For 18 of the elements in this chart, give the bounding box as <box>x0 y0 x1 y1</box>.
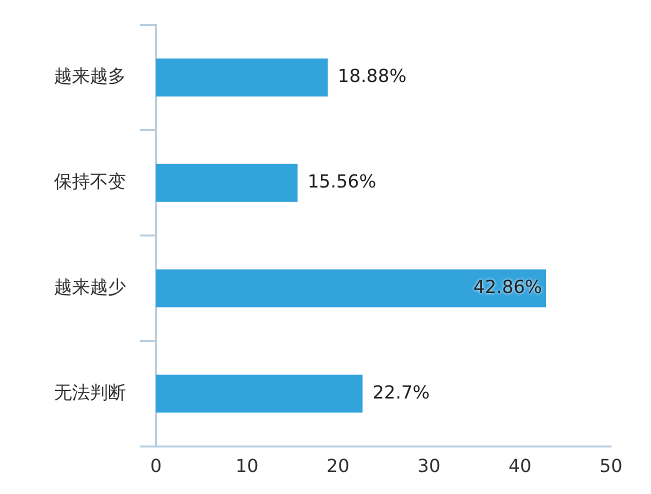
y-tick-label: 保持不变 <box>54 172 126 193</box>
x-tick-label: 50 <box>600 456 622 477</box>
bar <box>156 58 328 96</box>
x-tick-label: 40 <box>508 456 532 477</box>
y-tick-label: 越来越少 <box>54 276 126 298</box>
x-tick-label: 0 <box>150 456 162 477</box>
data-label: 22.7% <box>372 382 430 404</box>
x-tick-label: 20 <box>326 456 350 477</box>
y-tick-label: 无法判断 <box>54 382 126 404</box>
y-tick-label: 越来越多 <box>54 66 126 88</box>
x-tick-label: 10 <box>236 456 258 477</box>
data-label: 18.88% <box>338 66 406 88</box>
bar <box>156 374 363 413</box>
data-label: 15.56% <box>308 172 376 193</box>
x-tick-label: 30 <box>418 456 440 477</box>
bar <box>156 164 298 202</box>
data-label: 42.86% <box>473 276 542 298</box>
bar <box>156 269 546 308</box>
